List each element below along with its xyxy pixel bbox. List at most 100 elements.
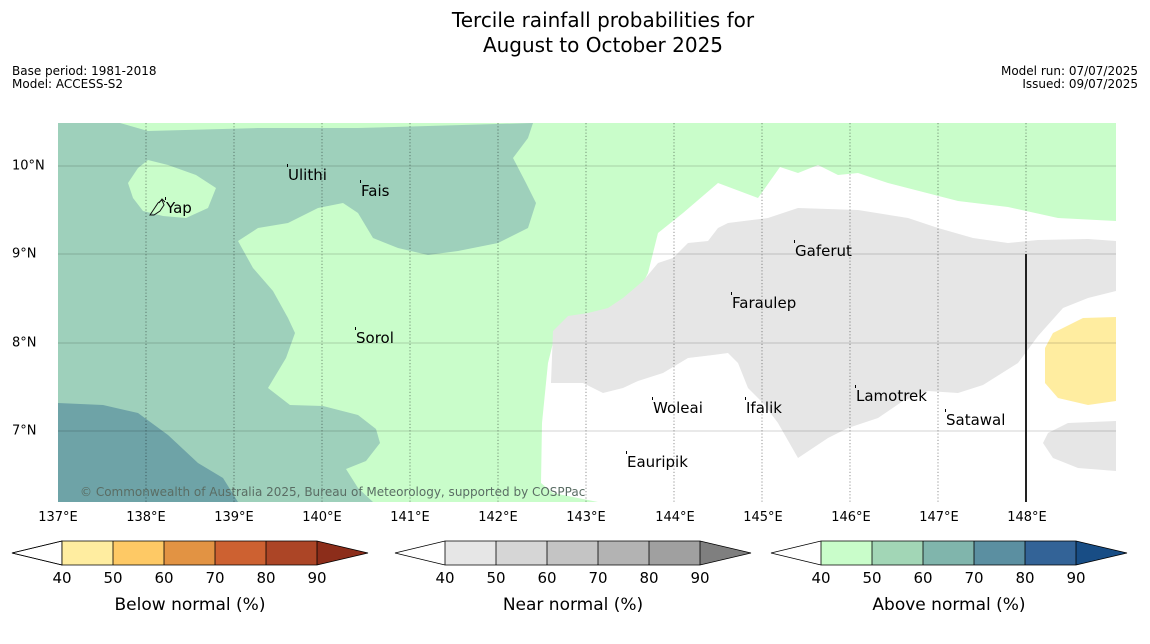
lon-label-144e: 144°E	[655, 510, 695, 525]
tick-60: 60	[154, 569, 174, 587]
place-label-ulithi[interactable]: Ulithi	[287, 164, 327, 184]
yap-island-outline-2	[158, 198, 166, 204]
issued-text: Issued: 09/07/2025	[1022, 77, 1138, 91]
lat-label-10n: 10°N	[12, 158, 45, 174]
island-marker-icon	[626, 451, 627, 454]
below-bin-90	[317, 541, 368, 565]
place-label-gaferut[interactable]: Gaferut	[794, 240, 852, 260]
below-normal-region	[1045, 317, 1116, 405]
lon-label-148e: 148°E	[1007, 510, 1047, 525]
base-period-text: Base period: 1981-2018	[12, 64, 157, 78]
tick-80: 80	[256, 569, 276, 587]
place-label-yap[interactable]: Yap	[165, 197, 192, 217]
below-bin-40-50	[62, 541, 113, 565]
place-label-faraulep[interactable]: Faraulep	[731, 292, 797, 312]
tick-60: 60	[913, 569, 933, 587]
colorbar-near-normal-graphic	[394, 540, 752, 566]
lon-label-140e: 140°E	[302, 510, 342, 525]
tick-40: 40	[435, 569, 455, 587]
colorbar-below-normal-graphic	[11, 540, 369, 566]
tick-60: 60	[537, 569, 557, 587]
tick-90: 90	[307, 569, 327, 587]
lon-label-143e: 143°E	[566, 510, 606, 525]
chart-title: Tercile rainfall probabilities for Augus…	[0, 8, 1150, 58]
lon-label-139e: 139°E	[214, 510, 254, 525]
near-bin-70-80	[598, 541, 649, 565]
colorbar-above-normal: 40 50 60 70 80 90 Above normal (%)	[770, 540, 1128, 615]
above-bin-90	[1076, 541, 1127, 565]
title-line-1: Tercile rainfall probabilities for	[451, 8, 755, 32]
place-label-fais[interactable]: Fais	[360, 180, 390, 200]
lon-label-137e: 137°E	[38, 510, 78, 525]
tick-80: 80	[1015, 569, 1035, 587]
island-marker-icon	[945, 409, 946, 412]
metadata-left: Base period: 1981-2018 Model: ACCESS-S2	[12, 65, 157, 91]
below-bin-40	[11, 540, 63, 566]
model-text: Model: ACCESS-S2	[12, 77, 124, 91]
colorbar-above-normal-label: Above normal (%)	[872, 595, 1026, 615]
tick-70: 70	[205, 569, 225, 587]
tick-50: 50	[486, 569, 506, 587]
island-marker-icon	[731, 292, 732, 295]
above-bin-50-60	[872, 541, 923, 565]
lat-label-7n: 7°N	[12, 423, 37, 439]
above-normal-70-region	[58, 403, 238, 502]
tick-50: 50	[103, 569, 123, 587]
near-normal-region-south	[1043, 421, 1116, 471]
lon-label-146e: 146°E	[831, 510, 871, 525]
lon-label-141e: 141°E	[390, 510, 430, 525]
near-normal-region	[551, 208, 1116, 458]
below-bin-70-80	[215, 541, 266, 565]
above-normal-60-region	[58, 123, 536, 502]
place-label-woleai[interactable]: Woleai	[652, 397, 703, 417]
tick-80: 80	[639, 569, 659, 587]
above-bin-60-70	[923, 541, 974, 565]
place-label-ifalik[interactable]: Ifalik	[745, 397, 782, 417]
below-bin-80-90	[266, 541, 317, 565]
near-bin-60-70	[547, 541, 598, 565]
above-bin-70-80	[974, 541, 1025, 565]
tick-90: 90	[1066, 569, 1086, 587]
island-marker-icon	[745, 397, 746, 400]
colorbar-below-normal-label: Below normal (%)	[114, 595, 266, 615]
island-marker-icon	[355, 327, 356, 330]
island-marker-icon	[360, 180, 361, 183]
tick-90: 90	[690, 569, 710, 587]
place-label-sorol[interactable]: Sorol	[355, 327, 394, 347]
lon-label-138e: 138°E	[126, 510, 166, 525]
below-bin-60-70	[164, 541, 215, 565]
tick-70: 70	[964, 569, 984, 587]
tick-50: 50	[862, 569, 882, 587]
place-label-satawal[interactable]: Satawal	[945, 409, 1006, 429]
lon-label-147e: 147°E	[919, 510, 959, 525]
tick-40: 40	[811, 569, 831, 587]
island-marker-icon	[165, 197, 166, 200]
metadata-right: Model run: 07/07/2025 Issued: 09/07/2025	[1001, 65, 1138, 91]
place-label-lamotrek[interactable]: Lamotrek	[855, 385, 927, 405]
tick-40: 40	[52, 569, 72, 587]
island-marker-icon	[652, 397, 653, 400]
near-bin-40	[395, 541, 445, 565]
colorbar-near-normal-label: Near normal (%)	[502, 595, 644, 615]
colorbar-near-normal: 40 50 60 70 80 90 Near normal (%)	[394, 540, 752, 615]
above-bin-40	[771, 541, 821, 565]
place-label-eauripik[interactable]: Eauripik	[626, 451, 688, 471]
lat-label-8n: 8°N	[12, 335, 37, 351]
above-bin-40-50	[821, 541, 872, 565]
colorbar-below-normal: 40 50 60 70 80 90 Below normal (%)	[11, 540, 369, 615]
model-run-text: Model run: 07/07/2025	[1000, 64, 1138, 78]
lon-label-142e: 142°E	[478, 510, 518, 525]
above-bin-80-90	[1025, 541, 1076, 565]
tick-70: 70	[588, 569, 608, 587]
colorbar-above-normal-graphic	[770, 540, 1128, 566]
island-marker-icon	[855, 385, 856, 388]
near-bin-80-90	[649, 541, 700, 565]
probability-map[interactable]	[58, 123, 1116, 502]
yap-island-outline	[149, 199, 165, 216]
lon-label-145e: 145°E	[743, 510, 783, 525]
map-canvas	[58, 123, 1116, 502]
near-bin-50-60	[496, 541, 547, 565]
title-line-2: August to October 2025	[482, 33, 724, 57]
yap-enclave	[128, 160, 216, 218]
near-bin-40-50	[445, 541, 496, 565]
